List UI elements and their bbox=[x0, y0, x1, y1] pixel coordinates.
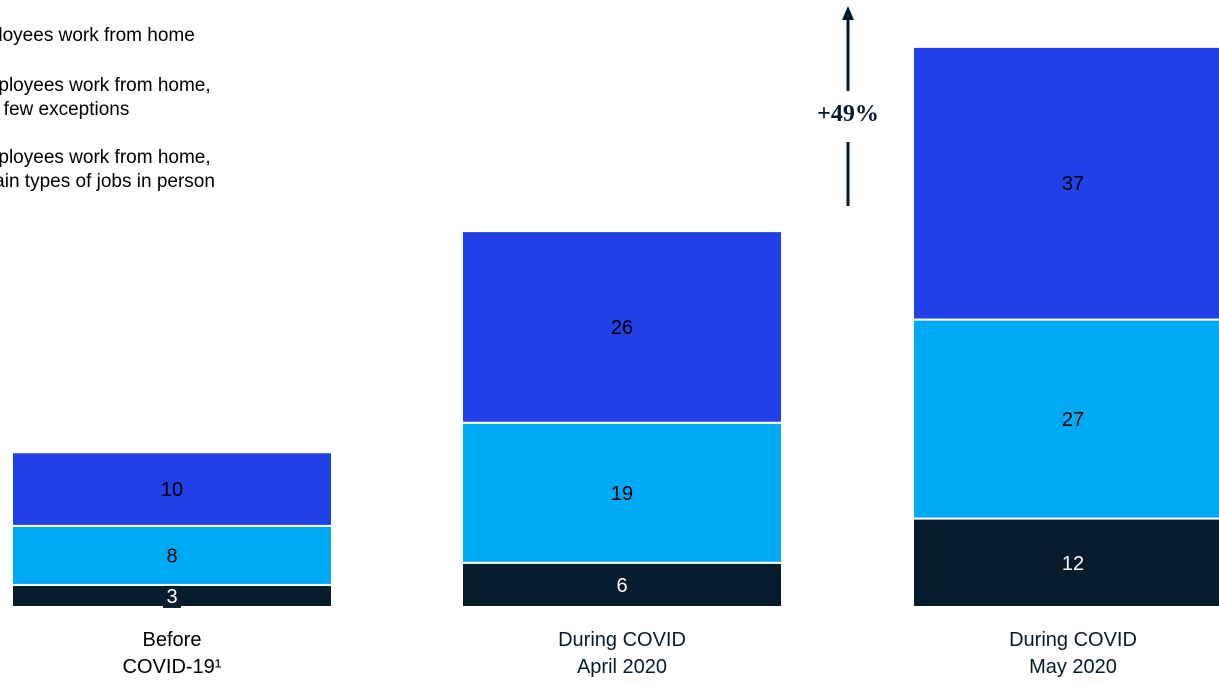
data-label-remote-all-segment-0: 10 bbox=[161, 479, 183, 501]
category-label-april-2020: During COVID April 2020 bbox=[492, 627, 752, 681]
category-label-line-1: During COVID bbox=[558, 629, 686, 651]
bars-group: 3 8 10 6 19 26 12 27 37 bbox=[11, 45, 1219, 609]
category-label-line-1: Before bbox=[142, 629, 202, 651]
data-label-in-person-segment-1: 6 bbox=[616, 575, 627, 597]
bar-remote-all-segment-1 bbox=[461, 230, 783, 424]
category-label-line-2: COVID-19¹ bbox=[122, 656, 222, 678]
bar-remote-all-segment-2 bbox=[912, 45, 1219, 321]
category-label-may-2020: During COVID May 2020 bbox=[943, 627, 1203, 681]
legend-label-line-1: employees work from home, bbox=[0, 147, 211, 168]
bar-few-exceptions-segment-1 bbox=[461, 421, 783, 564]
bar-few-exceptions-segment-0 bbox=[11, 524, 333, 586]
data-label-few-exceptions-segment-2: 27 bbox=[1062, 409, 1084, 431]
category-label-before-covid: Before COVID-19¹ bbox=[42, 627, 302, 681]
data-label-few-exceptions-segment-0: 8 bbox=[166, 545, 177, 567]
data-label-remote-all-segment-1: 26 bbox=[611, 317, 633, 339]
bar-few-exceptions-segment-2 bbox=[912, 318, 1219, 520]
data-label-remote-all-segment-2: 37 bbox=[1062, 173, 1084, 195]
legend-item-remote-few-exceptions: employees work from home, ery few except… bbox=[0, 74, 352, 122]
data-label-in-person-segment-2: 12 bbox=[1062, 553, 1084, 575]
arrow-head-icon bbox=[842, 6, 854, 20]
data-label-in-person-segment-0: 3 bbox=[166, 586, 177, 608]
legend-item-remote-some-in-person: employees work from home, ertain types o… bbox=[0, 146, 352, 194]
category-label-line-2: April 2020 bbox=[576, 656, 668, 678]
category-label-line-2: May 2020 bbox=[1029, 656, 1117, 678]
legend-label-line-1: employees work from home, bbox=[0, 75, 211, 96]
legend-item-remote-all: mployees work from home bbox=[0, 24, 352, 48]
data-label-few-exceptions-segment-1: 19 bbox=[611, 483, 633, 505]
legend-label-line-1: mployees work from home bbox=[0, 25, 195, 46]
legend-label-line-2: ertain types of jobs in person bbox=[0, 171, 215, 192]
bar-in-person-segment-2 bbox=[912, 517, 1219, 608]
growth-arrow bbox=[842, 6, 854, 206]
category-label-line-1: During COVID bbox=[1009, 629, 1137, 651]
bar-remote-all-segment-0 bbox=[11, 451, 333, 527]
data-label-background bbox=[163, 583, 181, 608]
legend-label-line-2: ery few exceptions bbox=[0, 99, 130, 120]
growth-annotation-label: +49% bbox=[817, 101, 879, 127]
bar-in-person-segment-1 bbox=[461, 561, 783, 609]
